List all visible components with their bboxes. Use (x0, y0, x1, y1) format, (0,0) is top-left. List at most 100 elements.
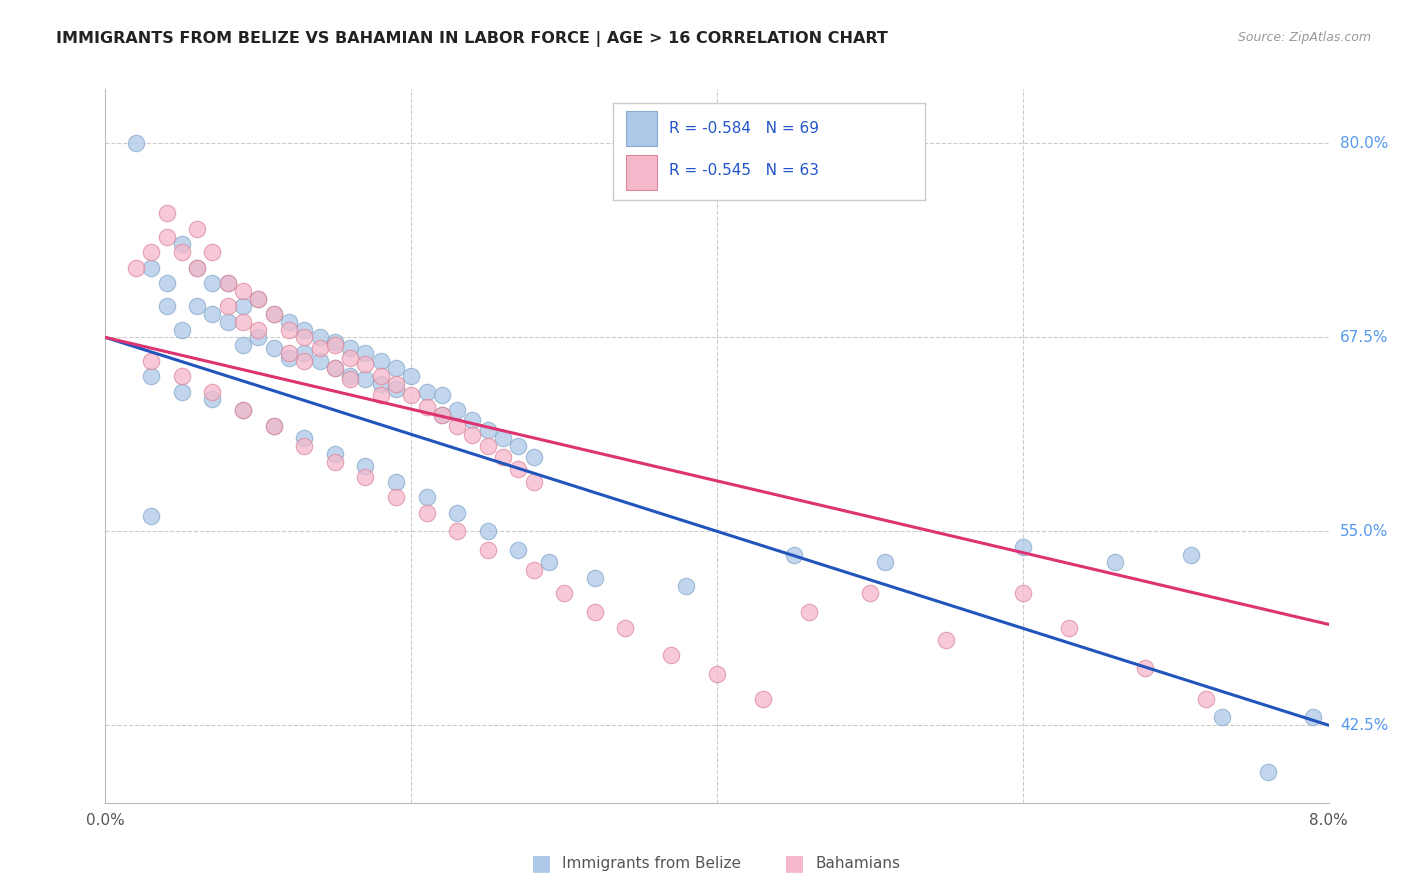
Point (141, 508, 163, 523)
Point (354, 459, 377, 474)
Point (201, 384, 224, 399)
Point (446, 506, 468, 520)
Point (247, 292, 270, 306)
Point (477, 424, 499, 438)
Text: 80.0%: 80.0% (1340, 136, 1388, 151)
Point (1302, 710, 1324, 724)
Point (170, 245, 193, 260)
Point (523, 450, 546, 464)
Point (339, 372, 361, 386)
Point (430, 408, 453, 422)
Text: 42.5%: 42.5% (1340, 718, 1388, 732)
Point (323, 361, 346, 376)
Text: ■: ■ (785, 854, 804, 873)
Point (385, 376, 408, 391)
Point (201, 276, 224, 290)
Point (125, 136, 148, 151)
Point (875, 555, 897, 569)
Point (1057, 620, 1080, 634)
Point (415, 384, 437, 399)
Point (141, 245, 163, 260)
Point (385, 475, 408, 489)
Point (186, 299, 208, 313)
Point (477, 543, 499, 558)
Point (446, 403, 468, 417)
Point (155, 299, 177, 313)
Point (354, 470, 377, 484)
Point (170, 237, 193, 252)
Point (370, 388, 392, 402)
Point (292, 439, 315, 453)
Point (797, 605, 820, 619)
Point (706, 667, 728, 681)
Point (354, 346, 377, 360)
Point (415, 401, 437, 415)
Point (461, 428, 484, 442)
Point (399, 369, 422, 384)
Point (308, 353, 330, 368)
Text: Immigrants from Belize: Immigrants from Belize (562, 856, 741, 871)
Point (217, 299, 239, 313)
Point (477, 524, 499, 539)
Point (232, 403, 254, 417)
Point (217, 276, 239, 290)
Point (659, 648, 682, 663)
Point (339, 351, 361, 365)
Point (201, 307, 224, 321)
Point (461, 412, 484, 426)
Point (583, 605, 606, 619)
Point (323, 454, 346, 468)
Point (278, 351, 301, 365)
Point (155, 276, 177, 290)
Point (583, 571, 606, 585)
Point (1133, 661, 1156, 675)
Point (141, 260, 163, 275)
Point (323, 338, 346, 352)
Point (752, 691, 775, 706)
Point (508, 439, 530, 453)
Point (125, 260, 148, 275)
Point (170, 369, 193, 384)
Point (247, 330, 270, 344)
Point (354, 372, 377, 386)
Point (614, 620, 637, 634)
Point (263, 418, 285, 433)
Point (292, 353, 315, 368)
Text: Bahamians: Bahamians (815, 856, 900, 871)
Point (523, 563, 546, 577)
Point (217, 276, 239, 290)
Point (170, 323, 193, 337)
Point (508, 543, 530, 558)
Point (278, 315, 301, 329)
Point (308, 330, 330, 344)
Point (232, 315, 254, 329)
Point (492, 450, 515, 464)
Point (186, 260, 208, 275)
Point (217, 315, 239, 329)
Point (232, 284, 254, 298)
Point (553, 586, 575, 600)
Point (263, 418, 285, 433)
Point (492, 431, 515, 445)
Point (1211, 710, 1233, 724)
Point (308, 341, 330, 355)
Text: ■: ■ (531, 854, 551, 873)
Point (446, 524, 468, 539)
Text: Source: ZipAtlas.com: Source: ZipAtlas.com (1237, 31, 1371, 45)
Text: IMMIGRANTS FROM BELIZE VS BAHAMIAN IN LABOR FORCE | AGE > 16 CORRELATION CHART: IMMIGRANTS FROM BELIZE VS BAHAMIAN IN LA… (56, 31, 889, 47)
Point (354, 357, 377, 371)
Point (415, 490, 437, 504)
Point (537, 555, 560, 569)
Point (141, 353, 163, 368)
Point (370, 369, 392, 384)
Point (323, 361, 346, 376)
Point (523, 475, 546, 489)
Text: 67.5%: 67.5% (1340, 330, 1388, 345)
Point (141, 369, 163, 384)
Point (859, 586, 882, 600)
Point (935, 632, 957, 647)
Point (385, 382, 408, 396)
Point (201, 392, 224, 407)
Point (370, 353, 392, 368)
Point (323, 447, 346, 461)
